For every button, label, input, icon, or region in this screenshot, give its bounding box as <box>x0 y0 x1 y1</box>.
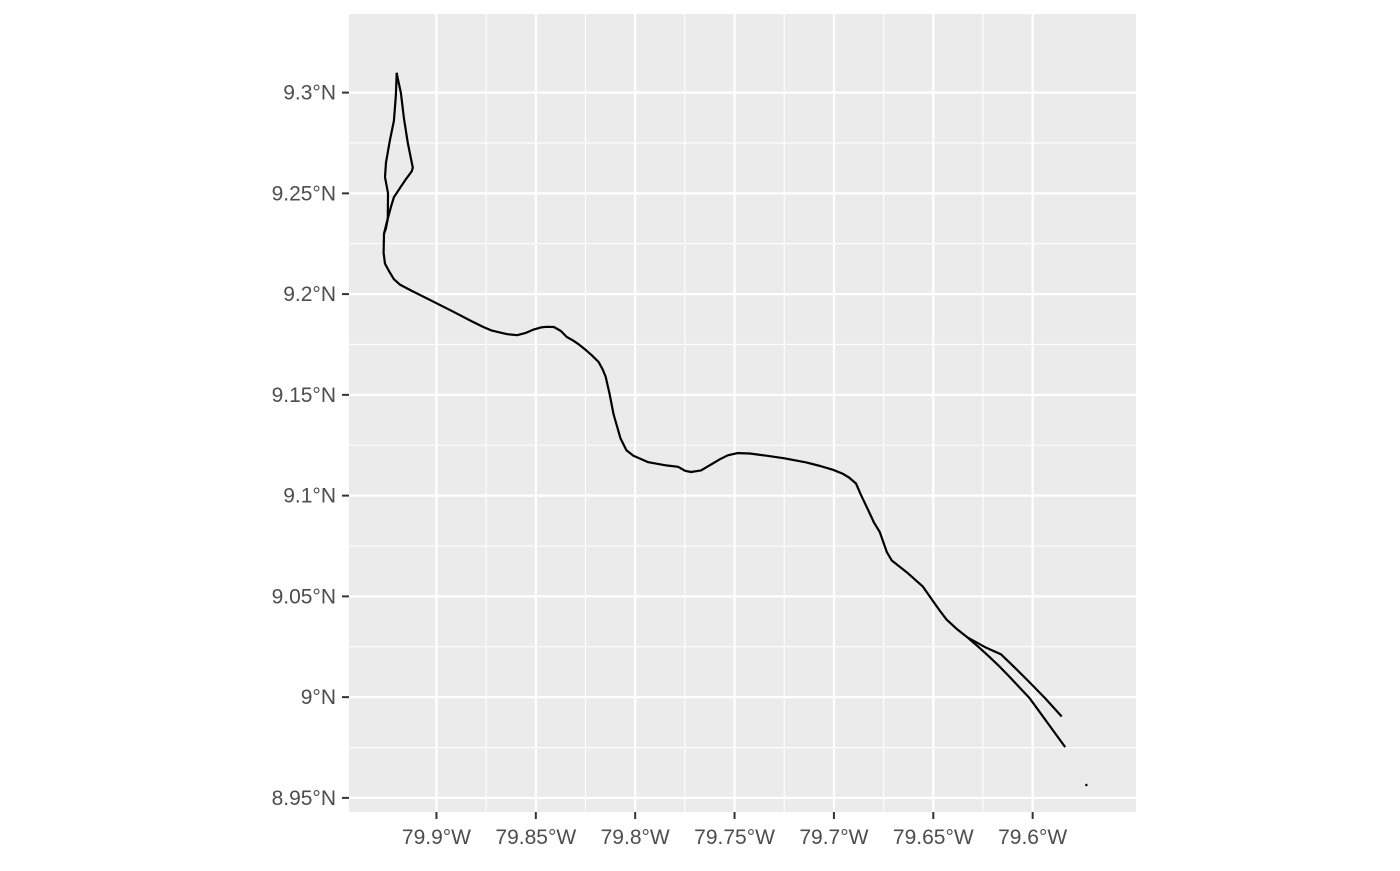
y-tick-label: 8.95°N <box>272 787 336 810</box>
x-tick-label: 79.9°W <box>402 826 471 849</box>
y-tick-label: 9.05°N <box>272 585 336 608</box>
y-tick-label: 9°N <box>301 686 336 709</box>
x-tick-label: 79.8°W <box>601 826 670 849</box>
y-tick-label: 9.1°N <box>283 485 336 508</box>
y-tick-label: 9.25°N <box>272 182 336 205</box>
plot-panel <box>349 14 1136 812</box>
x-tick-label: 79.85°W <box>495 826 576 849</box>
y-tick-label: 9.3°N <box>283 82 336 105</box>
x-tick-label: 79.6°W <box>998 826 1067 849</box>
y-tick-label: 9.15°N <box>272 384 336 407</box>
x-tick-label: 79.7°W <box>799 826 868 849</box>
y-tick-label: 9.2°N <box>283 283 336 306</box>
x-tick-label: 79.65°W <box>893 826 974 849</box>
x-tick-label: 79.75°W <box>694 826 775 849</box>
route-line-1 <box>1086 784 1087 786</box>
